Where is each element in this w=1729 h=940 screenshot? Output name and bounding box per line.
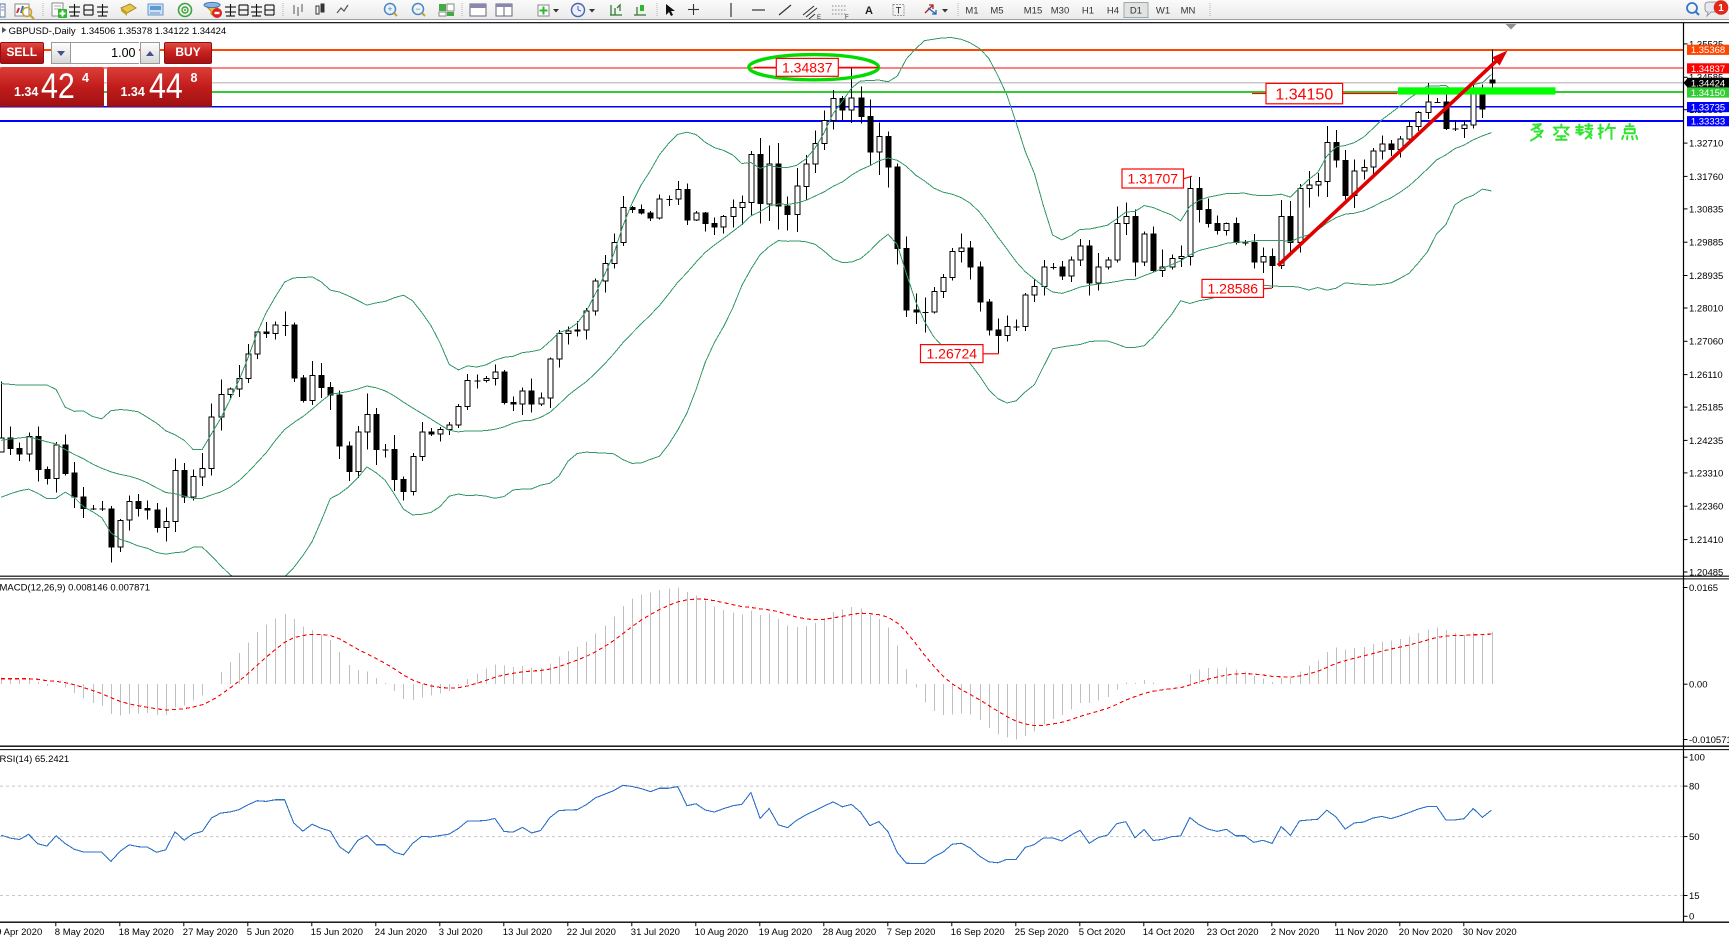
svg-text:H4: H4	[1107, 6, 1119, 17]
svg-text:1.34837: 1.34837	[1691, 64, 1725, 75]
svg-text:28 Aug 2020: 28 Aug 2020	[823, 927, 876, 938]
svg-text:1: 1	[1718, 3, 1724, 14]
svg-text:20 Nov 2020: 20 Nov 2020	[1399, 927, 1453, 938]
svg-text:RSI(14) 65.2421: RSI(14) 65.2421	[0, 754, 69, 765]
svg-text:GBPUSD-,Daily 1.34506 1.35378: GBPUSD-,Daily 1.34506 1.35378 1.34122 1.…	[9, 26, 227, 37]
svg-text:16 Sep 2020: 16 Sep 2020	[951, 927, 1005, 938]
svg-text:1.25185: 1.25185	[1689, 403, 1723, 414]
svg-text:27 May 2020: 27 May 2020	[183, 927, 238, 938]
svg-text:1.32710: 1.32710	[1689, 139, 1723, 150]
svg-text:50: 50	[1689, 832, 1700, 843]
svg-text:M15: M15	[1024, 6, 1042, 17]
svg-text:1.26724: 1.26724	[926, 346, 977, 362]
svg-text:W1: W1	[1156, 6, 1170, 17]
svg-text:24 Jun 2020: 24 Jun 2020	[375, 927, 427, 938]
svg-text:M30: M30	[1051, 6, 1069, 17]
svg-text:-0.010571: -0.010571	[1689, 735, 1729, 746]
svg-text:1.30835: 1.30835	[1689, 204, 1723, 215]
svg-text:MACD(12,26,9) 0.008146 0.00787: MACD(12,26,9) 0.008146 0.007871	[0, 583, 150, 594]
svg-text:1.31707: 1.31707	[1127, 171, 1178, 187]
svg-text:30 Nov 2020: 30 Nov 2020	[1463, 927, 1517, 938]
svg-text:1.31760: 1.31760	[1689, 172, 1723, 183]
svg-text:1.24235: 1.24235	[1689, 436, 1723, 447]
svg-text:0.0165: 0.0165	[1689, 583, 1718, 594]
svg-text:1.33735: 1.33735	[1691, 103, 1725, 114]
svg-text:1.28586: 1.28586	[1207, 280, 1258, 296]
svg-text:1.34837: 1.34837	[782, 59, 833, 75]
svg-text:1.23310: 1.23310	[1689, 468, 1723, 479]
svg-text:1.20485: 1.20485	[1689, 567, 1723, 578]
svg-text:1.34150: 1.34150	[1691, 88, 1725, 99]
svg-text:100: 100	[1689, 753, 1705, 764]
svg-text:18 May 2020: 18 May 2020	[119, 927, 174, 938]
svg-text:1.34424: 1.34424	[1691, 78, 1725, 89]
svg-text:1.27060: 1.27060	[1689, 337, 1723, 348]
svg-text:1.33333: 1.33333	[1691, 117, 1725, 128]
svg-text:−: −	[415, 4, 420, 14]
svg-text:5 Oct 2020: 5 Oct 2020	[1079, 927, 1125, 938]
svg-text:29 Apr 2020: 29 Apr 2020	[0, 927, 42, 938]
svg-text:7 Sep 2020: 7 Sep 2020	[887, 927, 936, 938]
svg-text:M1: M1	[965, 6, 978, 17]
svg-text:1.21410: 1.21410	[1689, 535, 1723, 546]
svg-text:1.29885: 1.29885	[1689, 238, 1723, 249]
svg-text:+: +	[387, 4, 392, 14]
svg-text:15: 15	[1689, 891, 1700, 902]
svg-text:3 Jul 2020: 3 Jul 2020	[439, 927, 483, 938]
svg-text:T: T	[896, 6, 902, 16]
svg-text:1.22360: 1.22360	[1689, 502, 1723, 513]
svg-text:F: F	[845, 15, 849, 20]
svg-text:14 Oct 2020: 14 Oct 2020	[1143, 927, 1195, 938]
svg-text:80: 80	[1689, 782, 1700, 793]
svg-text:MN: MN	[1181, 6, 1196, 17]
svg-text:0: 0	[1689, 912, 1694, 923]
svg-text:5 Jun 2020: 5 Jun 2020	[247, 927, 294, 938]
svg-text:23 Oct 2020: 23 Oct 2020	[1207, 927, 1259, 938]
svg-text:H1: H1	[1082, 6, 1094, 17]
svg-text:19 Aug 2020: 19 Aug 2020	[759, 927, 812, 938]
svg-text:E: E	[817, 15, 821, 20]
svg-text:1.28935: 1.28935	[1689, 271, 1723, 282]
svg-text:D1: D1	[1130, 6, 1142, 17]
svg-text:11 Nov 2020: 11 Nov 2020	[1335, 927, 1388, 938]
svg-text:1.34150: 1.34150	[1275, 86, 1333, 103]
svg-text:1.28010: 1.28010	[1689, 303, 1723, 314]
svg-text:A: A	[865, 5, 873, 17]
svg-text:2 Nov 2020: 2 Nov 2020	[1271, 927, 1320, 938]
svg-text:M5: M5	[990, 6, 1003, 17]
svg-text:0.00: 0.00	[1689, 680, 1708, 691]
svg-text:1.35368: 1.35368	[1691, 45, 1725, 56]
svg-text:1.26110: 1.26110	[1689, 370, 1723, 381]
svg-text:31 Jul 2020: 31 Jul 2020	[631, 927, 680, 938]
svg-text:22 Jul 2020: 22 Jul 2020	[567, 927, 616, 938]
svg-text:8 May 2020: 8 May 2020	[55, 927, 105, 938]
svg-text:15 Jun 2020: 15 Jun 2020	[311, 927, 363, 938]
svg-text:10 Aug 2020: 10 Aug 2020	[695, 927, 748, 938]
svg-text:13 Jul 2020: 13 Jul 2020	[503, 927, 552, 938]
svg-text:25 Sep 2020: 25 Sep 2020	[1015, 927, 1069, 938]
